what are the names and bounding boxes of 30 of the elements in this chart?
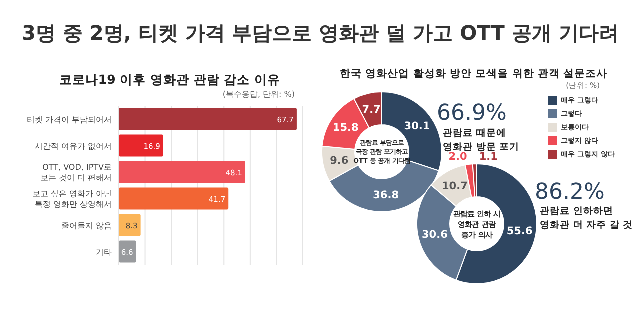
text: 3명 중 2명, 티켓 가격 부담으로 영화관 덜 가고 OTT 공개 기다려: [22, 21, 619, 45]
data-label: 7.7: [362, 104, 381, 116]
y-tick-label: 기타: [96, 247, 112, 256]
text: 관람료 때문에 영화관 방문 포기: [443, 128, 520, 153]
data-label: 10.7: [442, 180, 468, 192]
data-label: 55.6: [506, 226, 533, 238]
y-tick-label: OTT, VOD, IPTV로 보는 것이 더 편해서: [40, 162, 112, 182]
bar: [119, 240, 136, 263]
data-label: 15.8: [332, 122, 359, 134]
text: 66.9%: [437, 101, 507, 126]
data-label: 30.1: [404, 120, 430, 133]
bar: [119, 188, 229, 210]
bar: [119, 134, 164, 157]
y-tick-label: 티켓 가격이 부담되어서: [26, 114, 112, 124]
text: (복수응답, 단위: %): [222, 90, 295, 99]
bar: [119, 161, 246, 184]
data-label: 1.1: [479, 151, 498, 163]
y-tick-label: 보고 싶은 영화가 아닌 특정 영화만 상영해서: [32, 189, 112, 208]
bar: [119, 214, 141, 236]
y-tick-label: 시간적 여유가 없어서: [34, 141, 112, 150]
data-label: 2.0: [448, 151, 468, 163]
chart-title: 한국 영화산업 활성화 방안 모색을 위한 관객 설문조사: [340, 68, 608, 80]
y-tick-label: 줄어들지 않음: [61, 220, 112, 230]
data-label: 30.6: [422, 229, 448, 242]
text: 86.2%: [535, 180, 605, 205]
chart-title: 코로나19 이후 영화관 관람 감소 이유: [59, 72, 281, 87]
text: 관람료 인하하면 영화관 더 자주 갈 것: [540, 206, 634, 231]
bar: [119, 108, 297, 130]
data-label: 36.8: [373, 189, 400, 202]
data-label: 9.6: [330, 154, 349, 167]
